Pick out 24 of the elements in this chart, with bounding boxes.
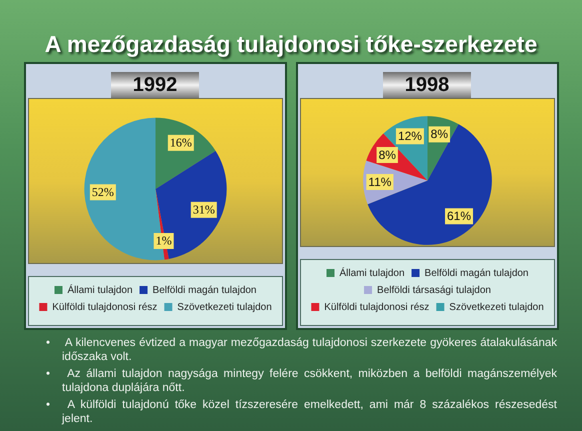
chart-title: 1992	[111, 72, 199, 98]
legend-label: Belföldi magán tulajdon	[424, 268, 529, 279]
data-label: 8%	[430, 127, 448, 142]
text: • Az állami tulajdon nagysága mintegy felére csökkent, miközben a belföldi magánszemélyek tulajdona duplájára nőtt.	[46, 368, 557, 394]
legend-label: Külföldi tulajdonosi rész	[52, 302, 158, 313]
legend-label: Szövetkezeti tulajdon	[449, 302, 544, 313]
data-label: 52%	[92, 184, 114, 199]
data-label: 8%	[378, 148, 396, 162]
text: • A külföldi tulajdonú tőke közel tízszeresére emelkedett, ami már 8 százalékos részesedést jelent.	[46, 399, 557, 424]
data-label: 12%	[398, 129, 422, 144]
legend-label: Belföldi társasági tulajdon	[377, 284, 491, 296]
legend-label: Szövetkezeti tulajdon	[177, 302, 272, 313]
data-label: 11%	[368, 174, 392, 189]
legend-label: Belföldi magán tulajdon	[152, 284, 257, 296]
text: A mezőgazdaság tulajdonosi tőke-szerkezete	[44, 30, 538, 58]
data-label: 1%	[156, 234, 172, 248]
chart-title: 1998	[383, 72, 471, 98]
data-label: 61%	[447, 209, 472, 224]
data-label: 31%	[192, 202, 215, 217]
legend-label: Állami tulajdon	[68, 284, 133, 296]
legend-label: Állami tulajdon	[340, 266, 405, 279]
text: • A kilencvenes évtized a magyar mezőgazdaság tulajdonosi szerkezete gyökeres átalakulásának időszaka volt.	[46, 337, 557, 362]
legend-label: Külföldi tulajdonosi rész	[324, 302, 430, 313]
data-label: 16%	[170, 135, 192, 150]
